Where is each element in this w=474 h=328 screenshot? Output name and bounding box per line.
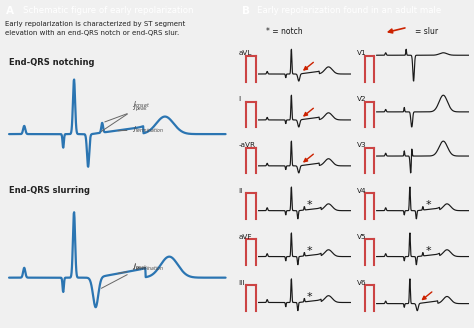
Text: $J_{termination}$: $J_{termination}$ <box>118 125 164 135</box>
Text: Early repolarization is characterized by ST segment
elevation with an end-QRS no: Early repolarization is characterized by… <box>5 21 185 36</box>
Text: *: * <box>307 246 313 256</box>
Text: II: II <box>238 188 242 194</box>
Text: I: I <box>238 96 240 102</box>
Text: $J_{onset}$: $J_{onset}$ <box>101 99 151 132</box>
Text: V4: V4 <box>356 188 366 194</box>
Text: * = notch: * = notch <box>266 27 303 36</box>
Text: V3: V3 <box>356 142 366 148</box>
Text: aVL: aVL <box>238 50 252 56</box>
Text: = slur: = slur <box>415 27 438 36</box>
Text: III: III <box>238 280 245 286</box>
Text: -aVR: -aVR <box>238 142 255 148</box>
Text: Early repolarization found in an adult male: Early repolarization found in an adult m… <box>257 6 442 15</box>
Text: Schematic figure of early repolarization: Schematic figure of early repolarization <box>23 6 194 15</box>
Text: $J_{termination}$: $J_{termination}$ <box>118 262 164 274</box>
Text: V2: V2 <box>356 96 366 102</box>
Text: $J_{peak}$: $J_{peak}$ <box>105 103 149 122</box>
Text: $J_{peak}$: $J_{peak}$ <box>101 262 149 288</box>
Text: *: * <box>307 292 313 301</box>
Text: V1: V1 <box>356 50 366 56</box>
Text: *: * <box>426 246 431 256</box>
Text: End-QRS slurring: End-QRS slurring <box>9 186 90 195</box>
Text: B: B <box>242 6 250 16</box>
Text: V6: V6 <box>356 280 366 286</box>
Text: aVF: aVF <box>238 234 252 240</box>
Text: V5: V5 <box>356 234 366 240</box>
Text: A: A <box>6 6 14 16</box>
Text: *: * <box>307 200 313 210</box>
Text: End-QRS notching: End-QRS notching <box>9 58 95 67</box>
Text: *: * <box>426 200 431 210</box>
